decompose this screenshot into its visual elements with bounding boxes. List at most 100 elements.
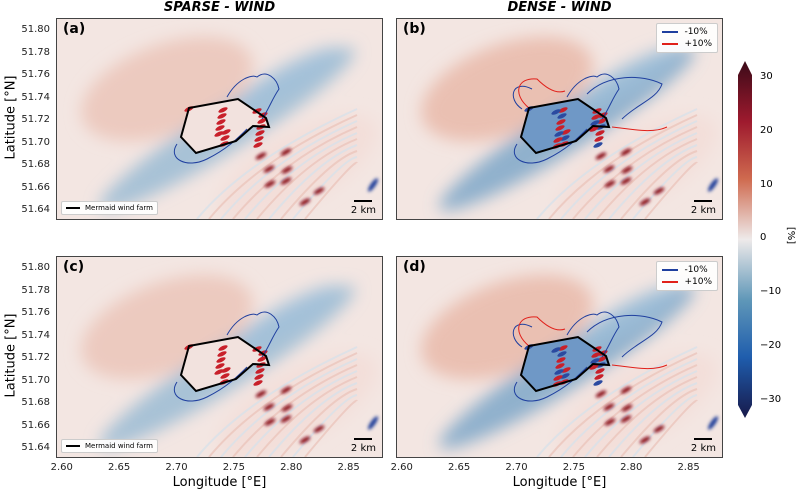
ripple-line	[644, 161, 698, 219]
x-tick-label: 2.80	[280, 462, 303, 473]
farm-wake	[589, 364, 599, 370]
legend-label: -10%	[684, 27, 708, 37]
x-tick-label: 2.85	[337, 462, 360, 473]
wind-farm-boundary	[179, 97, 271, 155]
legend-entry: -10%	[662, 264, 712, 276]
contour-plus10	[518, 78, 668, 132]
y-tick-label: 51.78	[21, 284, 50, 296]
farm-wake	[217, 113, 227, 119]
contour-minus10	[174, 73, 280, 164]
colorbar-tick-label: 30	[760, 71, 773, 82]
wind-farm-boundary	[519, 97, 611, 155]
turbine-wake-positive	[281, 166, 293, 174]
legend-line	[662, 43, 679, 45]
contour-minus10	[514, 311, 620, 402]
farm-wake	[593, 380, 603, 386]
colorbar-tick-label: 20	[760, 124, 773, 136]
turbine-wake-negative	[367, 178, 379, 192]
ripple-line	[244, 370, 358, 457]
farm-wake	[257, 356, 267, 362]
x-tick-label: 2.70	[165, 462, 188, 473]
scale-bar: 2 km	[691, 438, 716, 454]
x-tick-label: 2.75	[562, 462, 585, 473]
turbine-wake-positive	[604, 180, 616, 188]
turbine-wake-positive	[280, 415, 292, 423]
ripple-line	[560, 120, 698, 219]
panel-label: (a)	[63, 21, 86, 37]
turbine-wake-positive	[313, 187, 325, 195]
farm-wake	[589, 126, 599, 132]
turbine-wakes	[255, 386, 379, 444]
ripple-line	[596, 138, 698, 219]
farm-wake	[597, 118, 607, 124]
wake-field	[397, 19, 722, 219]
y-tick-label: 51.72	[21, 352, 50, 364]
ripple-line	[620, 150, 698, 219]
farm-wake	[216, 119, 226, 125]
ripple-line	[536, 346, 698, 457]
farm-wake	[221, 129, 231, 135]
turbine-wake-positive	[264, 180, 276, 188]
turbine-wake-positive	[620, 148, 632, 156]
contour-minus10	[512, 76, 663, 120]
y-tick-label: 51.66	[21, 419, 50, 431]
farm-wake	[594, 136, 604, 142]
farm-wake	[597, 356, 607, 362]
turbine-wake-positive	[653, 187, 665, 195]
farm-fill	[521, 99, 609, 153]
legend-entry: +10%	[662, 276, 712, 288]
ripple-line	[280, 150, 358, 219]
y-axis-label: Latitude [°N]	[3, 75, 19, 160]
x-tick-label: 2.60	[390, 462, 413, 473]
turbine-wake-positive	[263, 165, 275, 173]
ripple-line	[608, 144, 698, 219]
turbine-wake-positive	[620, 386, 632, 394]
legend-line	[662, 281, 679, 283]
colorbar-label: [%]	[785, 226, 797, 245]
legend-line-farm	[66, 445, 80, 447]
x-tick-label: 2.85	[677, 462, 700, 473]
farm-wake	[553, 137, 563, 143]
turbine-wake-positive	[639, 198, 651, 206]
farm-wake	[590, 120, 600, 126]
ripple-line	[292, 156, 358, 219]
farm-wake	[218, 345, 228, 351]
x-tick-label: 2.80	[620, 462, 643, 473]
ripple-line	[196, 108, 358, 219]
farm-wake	[557, 351, 567, 357]
y-tick-label: 51.76	[21, 69, 50, 81]
farm-wake	[560, 373, 570, 379]
turbine-wake-positive	[255, 390, 267, 398]
scale-bar-label: 2 km	[350, 205, 376, 216]
ripple-line	[304, 399, 358, 457]
scale-bar-line	[354, 200, 373, 202]
colorbar-tick-label: −20	[760, 340, 782, 351]
y-tick-label: 51.68	[21, 159, 50, 171]
farm-wake	[593, 142, 603, 148]
turbine-wake-positive	[299, 198, 311, 206]
farm-wake	[551, 109, 561, 115]
farm-wake	[555, 125, 565, 131]
scale-bar: 2 km	[351, 200, 376, 216]
ripple-line	[208, 114, 358, 219]
turbine-wake-positive	[595, 152, 607, 160]
ripple-line	[196, 346, 358, 457]
y-tick-label: 51.68	[21, 397, 50, 409]
contour-minus10	[174, 311, 280, 402]
colorbar-tick-label: 10	[760, 178, 773, 190]
turbine-wake-positive	[264, 418, 276, 426]
turbine-wake-positive	[604, 418, 616, 426]
panel-label: (d)	[403, 259, 426, 275]
scale-bar: 2 km	[691, 200, 716, 216]
scale-bar-line	[354, 438, 373, 440]
farm-wake	[216, 357, 226, 363]
ripple-line	[292, 394, 358, 457]
turbine-wake-positive	[280, 386, 292, 394]
legend-entry: +10%	[662, 38, 712, 50]
farm-wake	[554, 369, 564, 375]
legend-entry: -10%	[662, 26, 712, 38]
turbine-wake-positive	[603, 403, 615, 411]
y-tick-label: 51.64	[21, 442, 50, 454]
farm-wake	[561, 129, 571, 135]
ripple-line	[632, 394, 698, 457]
